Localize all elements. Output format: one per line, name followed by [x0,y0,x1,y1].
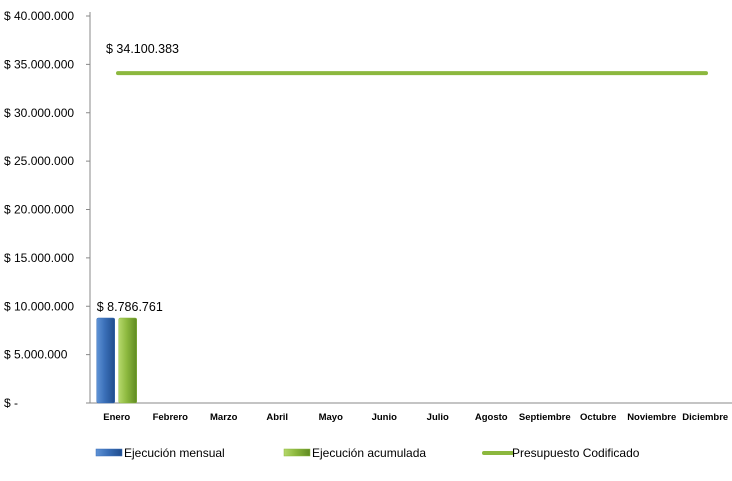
x-tick-label: Marzo [210,412,238,423]
data-label: $ 8.786.761 [97,300,163,314]
x-tick-label: Julio [427,412,449,423]
x-tick-label: Diciembre [682,412,728,423]
y-tick-label: $ 35.000.000 [4,57,74,71]
legend-swatch [283,448,311,457]
legend-swatch [95,448,123,457]
x-tick-label: Enero [103,412,130,423]
x-tick-label: Agosto [475,412,508,423]
y-tick-label: $ 10.000.000 [4,299,74,313]
legend-label: Presupuesto Codificado [512,446,640,460]
legend-label: Ejecución mensual [124,446,225,460]
y-tick-label: $ 5.000.000 [4,348,68,362]
bar [118,317,137,404]
x-tick-label: Noviembre [627,412,676,423]
x-tick-label: Febrero [153,412,189,423]
y-tick-label: $ 20.000.000 [4,203,74,217]
x-tick-label: Junio [372,412,398,423]
y-tick-label: $ - [4,396,18,410]
x-tick-label: Abril [266,412,288,423]
x-tick-label: Octubre [580,412,616,423]
x-tick-label: Septiembre [519,412,571,423]
legend-label: Ejecución acumulada [312,446,426,460]
y-tick-label: $ 40.000.000 [4,9,74,23]
y-tick-label: $ 15.000.000 [4,251,74,265]
data-label: $ 34.100.383 [106,42,179,56]
y-tick-label: $ 30.000.000 [4,106,74,120]
x-tick-label: Mayo [319,412,343,423]
bar [96,317,115,404]
y-tick-label: $ 25.000.000 [4,154,74,168]
